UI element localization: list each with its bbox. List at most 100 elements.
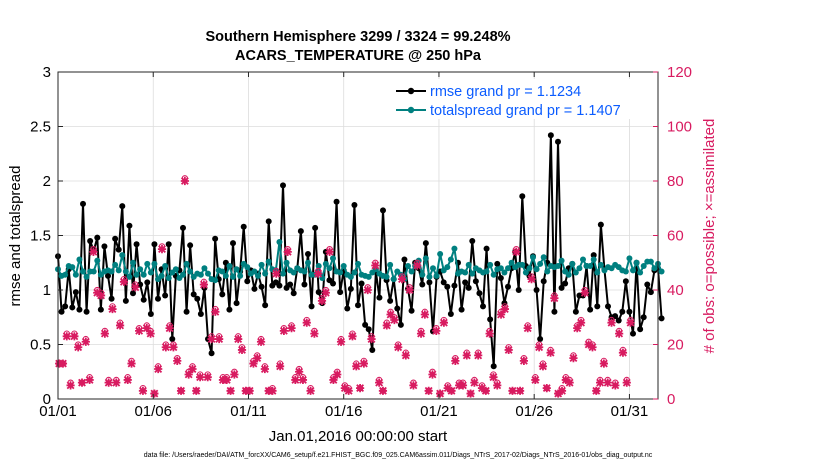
rmse-point	[519, 193, 526, 200]
rmse-point	[387, 297, 394, 304]
x-tick-label: 01/01	[39, 403, 77, 420]
obs-assimilated-point	[180, 176, 189, 186]
obs-assimilated-point	[211, 307, 220, 316]
rmse-point	[626, 308, 633, 315]
obs-assimilated-point	[573, 324, 582, 333]
rmse-point	[397, 321, 404, 328]
totalspread-point	[387, 261, 394, 268]
totalspread-point	[537, 260, 544, 267]
rmse-point	[165, 241, 172, 248]
data-file-footer: data file: /Users/raeder/DAI/ATM_forcXX/…	[144, 452, 653, 459]
obs-assimilated-point	[409, 381, 418, 390]
rmse-point	[490, 363, 497, 370]
totalspread-point	[301, 268, 308, 275]
totalspread-point	[469, 270, 476, 277]
rmse-point	[355, 302, 361, 309]
y-left-tick-label: 0.5	[30, 337, 51, 354]
obs-assimilated-point	[386, 310, 395, 319]
totalspread-point	[422, 255, 429, 262]
rmse-point	[80, 200, 86, 207]
totalspread-point	[112, 261, 119, 268]
obs-assimilated-point	[115, 321, 125, 330]
obs-assimilated-point	[234, 334, 243, 344]
totalspread-point	[83, 273, 90, 280]
totalspread-point	[347, 273, 354, 280]
totalspread-point	[365, 273, 372, 280]
rmse-point	[344, 305, 351, 312]
obs-assimilated-point	[283, 247, 292, 256]
totalspread-point	[640, 263, 647, 270]
obs-assimilated-point	[226, 386, 235, 395]
obs-assimilated-point	[260, 364, 269, 374]
rmse-point	[590, 252, 597, 259]
rmse-point	[637, 326, 644, 333]
totalspread-point	[490, 271, 497, 278]
obs-assimilated-point	[256, 337, 266, 346]
obs-assimilated-point	[557, 386, 567, 395]
rmse-point	[233, 300, 240, 307]
obs-assimilated-point	[165, 324, 174, 333]
rmse-point	[369, 346, 376, 353]
totalspread-point	[501, 269, 508, 276]
obs-assimilated-point	[154, 364, 163, 374]
rmse-point	[605, 303, 611, 310]
obs-assimilated-point	[413, 261, 422, 270]
rmse-point	[505, 283, 511, 290]
obs-assimilated-point	[161, 343, 170, 352]
obs-assimilated-point	[474, 351, 483, 360]
rmse-point	[365, 326, 372, 333]
obs-assimilated-point	[599, 359, 609, 368]
totalspread-point	[94, 257, 101, 264]
rmse-point	[572, 308, 579, 315]
obs-assimilated-point	[222, 375, 231, 385]
rmse-point	[358, 280, 365, 287]
totalspread-point	[462, 269, 469, 276]
rmse-point	[551, 308, 558, 315]
rmse-point	[619, 308, 626, 315]
obs-assimilated-point	[592, 386, 601, 395]
totalspread-point	[637, 269, 644, 276]
obs-assimilated-point	[352, 362, 361, 371]
obs-assimilated-point	[470, 378, 479, 387]
totalspread-point	[526, 265, 533, 272]
totalspread-point	[133, 271, 140, 278]
rmse-point	[333, 198, 340, 205]
totalspread-point	[187, 268, 194, 275]
obs-assimilated-point	[329, 375, 338, 385]
rmse-point	[555, 138, 561, 145]
rmse-point	[540, 278, 547, 285]
obs-assimilated-point	[576, 318, 586, 327]
y-left-tick-label: 3	[43, 64, 51, 81]
obs-assimilated-point	[96, 291, 106, 300]
totalspread-point	[147, 269, 154, 276]
y-left-tick-label: 2.5	[30, 119, 51, 136]
y-axis-left-label: rmse and totalspread	[7, 166, 24, 307]
totalspread-point	[280, 270, 286, 277]
rmse-point	[419, 281, 426, 288]
obs-assimilated-point	[108, 304, 117, 314]
rmse-point	[497, 275, 504, 282]
totalspread-point	[587, 263, 594, 270]
totalspread-point	[72, 271, 79, 278]
totalspread-point	[62, 271, 69, 278]
obs-assimilated-point	[279, 326, 289, 335]
obs-assimilated-point	[527, 275, 536, 284]
rmse-point	[287, 281, 294, 288]
obs-assimilated-point	[531, 375, 540, 385]
rmse-point	[537, 336, 544, 343]
rmse-point	[330, 280, 336, 287]
rmse-point	[465, 284, 472, 291]
rmse-point	[290, 290, 297, 297]
obs-assimilated-point	[458, 381, 468, 390]
totalspread-point	[540, 254, 547, 261]
totalspread-point	[158, 272, 165, 279]
rmse-point	[380, 207, 386, 214]
obs-assimilated-series	[55, 176, 635, 398]
obs-assimilated-point	[348, 332, 357, 341]
rmse-point	[87, 237, 94, 244]
obs-assimilated-point	[405, 285, 414, 295]
rmse-point	[305, 251, 311, 258]
rmse-point	[115, 246, 122, 253]
rmse-point	[97, 306, 104, 313]
obs-assimilated-point	[439, 318, 449, 327]
